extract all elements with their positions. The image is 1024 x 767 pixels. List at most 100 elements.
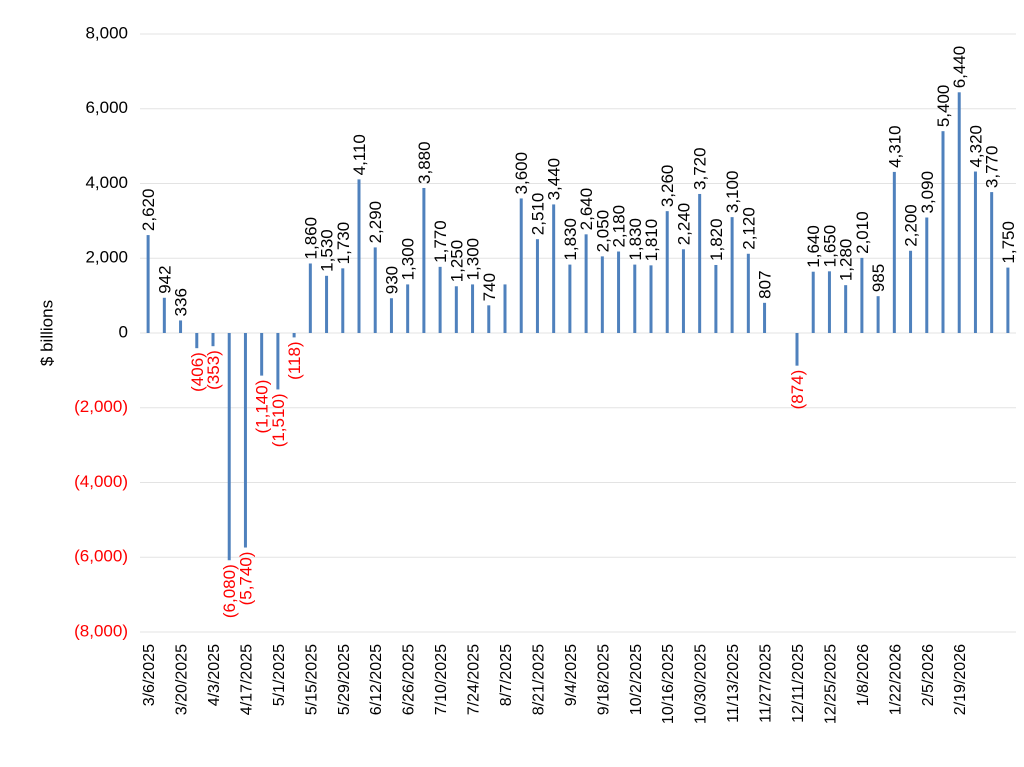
data-label: (1,140) (253, 380, 272, 434)
data-label: 3,100 (723, 171, 742, 214)
bar (633, 264, 637, 333)
x-tick-label: 7/10/2025 (433, 644, 450, 715)
bar (438, 266, 442, 333)
data-label: 5,400 (934, 85, 953, 128)
data-label: 2,620 (139, 189, 158, 232)
bar (260, 333, 264, 376)
x-tick-label: 2/19/2026 (952, 644, 969, 715)
data-label: 1,830 (561, 218, 580, 261)
data-label: 930 (382, 266, 401, 294)
x-tick-label: 8/7/2025 (498, 644, 515, 706)
x-tick-label: 5/29/2025 (336, 644, 353, 715)
bar (681, 249, 685, 333)
bar (454, 286, 458, 333)
x-tick-label: 11/27/2025 (758, 644, 775, 723)
bar (941, 131, 945, 333)
x-tick-label: 10/16/2025 (660, 644, 677, 724)
x-tick-label: 7/24/2025 (466, 644, 483, 715)
data-label: 1,730 (334, 222, 353, 265)
data-label: 4,320 (966, 125, 985, 168)
x-tick-label: 5/15/2025 (303, 644, 320, 715)
data-label: 1,640 (804, 225, 823, 268)
bar (860, 257, 864, 333)
bar (162, 297, 166, 333)
data-label: 1,300 (464, 238, 483, 281)
data-label: 1,830 (626, 218, 645, 261)
x-tick-label: 3/6/2025 (141, 644, 158, 706)
bar (487, 305, 491, 333)
bar (357, 179, 361, 333)
bar (665, 211, 669, 333)
bar (422, 187, 426, 333)
data-label: 2,240 (674, 203, 693, 246)
data-label: 3,600 (512, 152, 531, 195)
data-label: 2,640 (577, 188, 596, 231)
x-tick-label: 9/18/2025 (595, 644, 612, 715)
data-label: (118) (285, 341, 304, 379)
data-label: 2,200 (902, 204, 921, 247)
bar (714, 264, 718, 333)
data-label: 807 (756, 270, 775, 298)
data-label: 3,770 (983, 146, 1002, 189)
y-tick-label: (8,000) (74, 621, 128, 640)
bar (973, 171, 977, 333)
bar (146, 235, 150, 333)
data-label: (353) (204, 350, 223, 390)
bar (876, 296, 880, 333)
y-tick-label: (2,000) (74, 397, 128, 416)
y-tick-label: 2,000 (85, 248, 128, 267)
data-label: (5,740) (236, 552, 255, 606)
y-tick-label: 0 (119, 322, 128, 341)
data-label: 2,290 (366, 201, 385, 244)
data-label: 3,090 (918, 171, 937, 214)
bar (957, 92, 961, 334)
data-label: 4,310 (885, 125, 904, 168)
y-axis-ticks: 8,000 6,000 4,000 2,000 0 (2,000) (4,000) (6,00… (74, 23, 128, 640)
data-label: 1,300 (399, 238, 418, 281)
bar (584, 234, 588, 333)
bar (925, 217, 929, 333)
x-tick-label: 5/1/2025 (271, 644, 288, 706)
bar (730, 217, 734, 333)
bar (909, 250, 913, 333)
x-tick-label: 12/25/2025 (822, 644, 839, 724)
bar (795, 333, 799, 366)
x-tick-label: 6/26/2025 (401, 644, 418, 715)
y-tick-label: 8,000 (85, 23, 128, 42)
bar (990, 192, 994, 333)
bar (179, 320, 183, 333)
data-label: 1,250 (447, 240, 466, 283)
x-tick-label: 8/21/2025 (530, 644, 547, 715)
bar (698, 193, 702, 333)
data-label: 1,530 (318, 229, 337, 272)
y-tick-label: (6,000) (74, 547, 128, 566)
data-label: 2,510 (528, 193, 547, 236)
bar (389, 298, 393, 333)
x-tick-label: 4/3/2025 (206, 644, 223, 706)
bars (146, 92, 1010, 561)
data-label: 2,050 (593, 210, 612, 253)
bar (892, 171, 896, 333)
bar (292, 333, 296, 338)
x-tick-label: 10/30/2025 (693, 644, 710, 724)
bar (308, 263, 312, 333)
bar (406, 284, 410, 333)
data-label: 1,860 (301, 217, 320, 260)
data-label: 336 (172, 288, 191, 316)
bar (811, 271, 815, 333)
data-label: (874) (788, 370, 807, 410)
bar (600, 256, 604, 333)
data-label: 1,810 (642, 219, 661, 262)
data-label: 4,110 (350, 134, 369, 175)
y-tick-label: 6,000 (85, 98, 128, 117)
bar (827, 271, 831, 333)
bar (844, 285, 848, 333)
bar (243, 333, 247, 548)
data-label: 1,280 (837, 239, 856, 282)
bar (568, 264, 572, 333)
data-label: 2,180 (610, 205, 629, 248)
bar (227, 333, 231, 561)
x-axis-ticks: 3/6/2025 3/20/2025 4/3/2025 4/17/2025 5/1/20… (141, 644, 969, 724)
